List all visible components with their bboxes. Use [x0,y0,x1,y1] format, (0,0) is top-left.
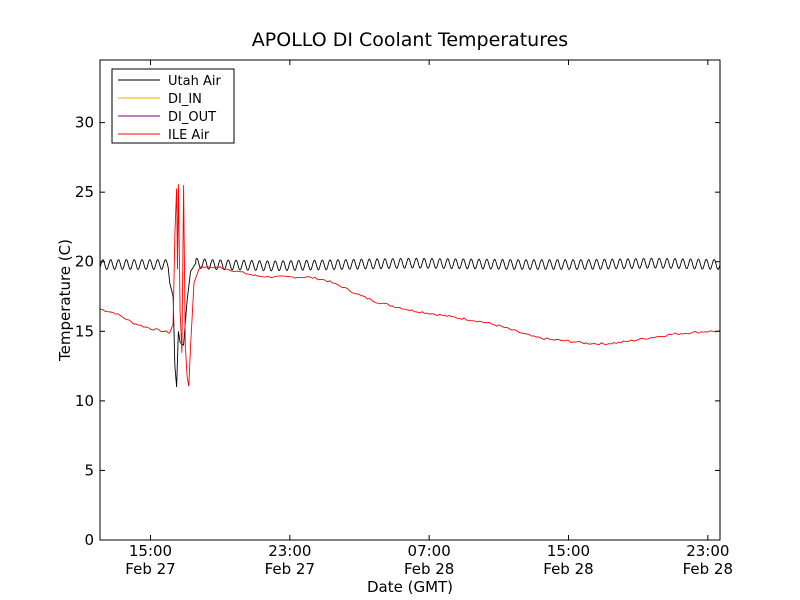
y-tick-label: 20 [75,253,94,271]
x-tick-label-date: Feb 28 [404,560,454,578]
chart-title: APOLLO DI Coolant Temperatures [252,29,568,51]
legend-label: Utah Air [168,74,221,89]
series-line-utah-air [99,257,721,388]
y-tick-label: 10 [75,392,94,410]
x-tick-label-time: 15:00 [547,542,590,560]
y-tick-label: 5 [84,461,94,479]
plot-frame [99,59,721,541]
y-tick-label: 30 [75,114,94,132]
x-tick-label-date: Feb 28 [683,560,733,578]
x-tick-label-time: 23:00 [686,542,729,560]
series-line-ile-air [99,184,721,387]
x-tick-label-date: Feb 28 [543,560,593,578]
y-tick-label: 0 [84,531,94,549]
x-tick-label-date: Feb 27 [265,560,315,578]
plot-lines [99,184,721,388]
legend: Utah Air DI_IN DI_OUT ILE Air [111,68,235,144]
legend-label: DI_OUT [168,110,216,125]
x-axis-label: Date (GMT) [367,578,453,596]
legend-box [111,68,235,144]
x-tick-label-time: 23:00 [268,542,311,560]
x-tick-label-time: 15:00 [129,542,172,560]
x-tick-label-date: Feb 27 [125,560,175,578]
y-tick-label: 15 [75,322,94,340]
legend-label: ILE Air [168,128,210,143]
legend-label: DI_IN [168,92,202,107]
y-axis: 0 5 10 15 20 25 30 [75,114,720,549]
y-tick-label: 25 [75,183,94,201]
y-axis-label: Temperature (C) [56,239,74,362]
x-tick-label-time: 07:00 [408,542,451,560]
